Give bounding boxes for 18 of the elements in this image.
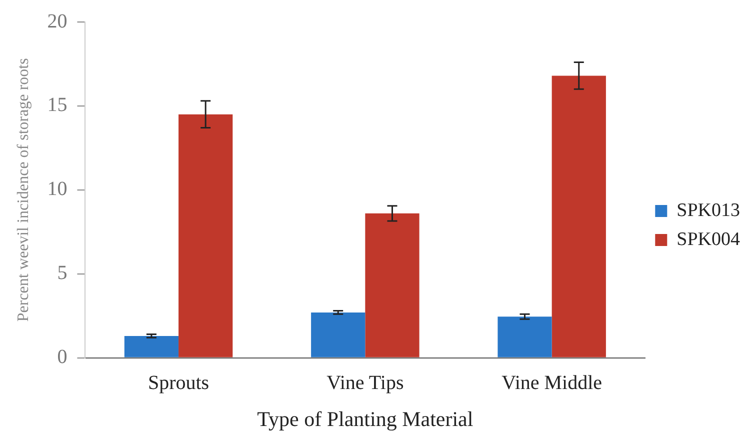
bar bbox=[178, 114, 233, 358]
y-tick-label: 15 bbox=[47, 94, 68, 116]
x-axis-title: Type of Planting Material bbox=[257, 406, 474, 431]
x-tick-label: Vine Middle bbox=[502, 372, 602, 394]
y-tick-label: 10 bbox=[47, 178, 68, 200]
y-tick-label: 5 bbox=[57, 262, 68, 284]
bar bbox=[124, 336, 179, 358]
y-tick-label: 0 bbox=[57, 346, 68, 368]
legend-label: SPK013 bbox=[676, 200, 740, 221]
y-axis-title: Percent weevil incidence of storage roots bbox=[14, 58, 32, 322]
y-tick-label: 20 bbox=[47, 10, 68, 32]
x-tick-label: Vine Tips bbox=[326, 372, 404, 394]
bar bbox=[365, 213, 420, 358]
bar bbox=[311, 312, 366, 358]
x-tick-label: Sprouts bbox=[148, 372, 210, 394]
bar bbox=[552, 76, 606, 358]
bar bbox=[498, 316, 552, 358]
legend-label: SPK004 bbox=[676, 228, 740, 250]
